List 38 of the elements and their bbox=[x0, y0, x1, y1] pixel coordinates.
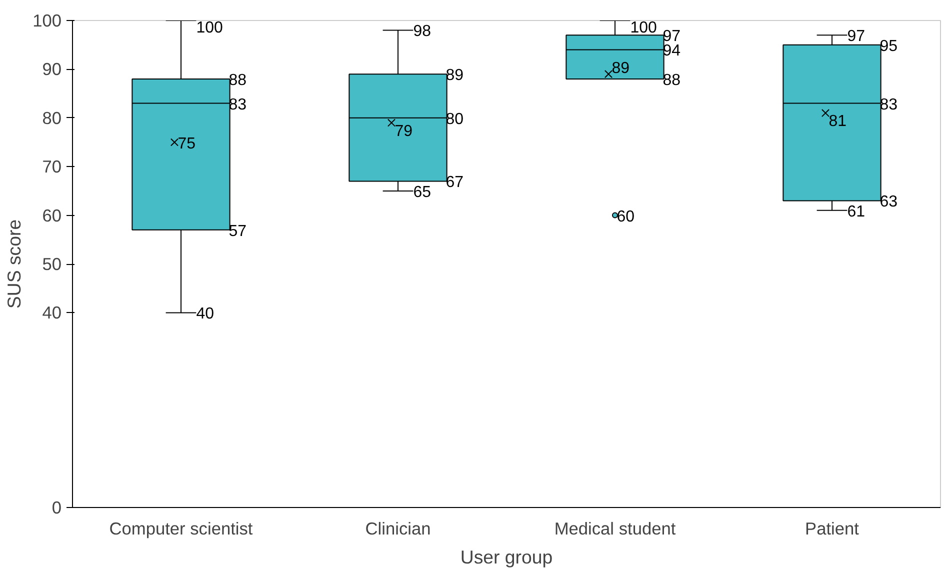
annotation: 97 bbox=[662, 28, 681, 46]
y-axis-title: SUS score bbox=[4, 219, 25, 309]
y-tick-label: 70 bbox=[42, 156, 62, 177]
point bbox=[387, 118, 396, 127]
annotation: 81 bbox=[828, 113, 847, 130]
annotation: 100 bbox=[196, 20, 223, 36]
annotation: 89 bbox=[446, 67, 464, 84]
point bbox=[821, 108, 830, 118]
y-tick-label: 80 bbox=[42, 108, 62, 128]
annotation: 88 bbox=[228, 72, 247, 89]
annotation: 61 bbox=[847, 203, 866, 220]
annotation: 65 bbox=[413, 184, 432, 201]
annotation: 63 bbox=[880, 194, 898, 211]
annotation: 57 bbox=[228, 222, 247, 240]
point bbox=[170, 138, 179, 146]
annotation: 100 bbox=[630, 20, 657, 36]
annotation: 60 bbox=[616, 208, 635, 226]
y-tick-label: 60 bbox=[42, 205, 62, 226]
annotation: 75 bbox=[178, 135, 196, 152]
x-axis-title: User group bbox=[460, 546, 553, 568]
x-tick-label: Medical student bbox=[554, 518, 676, 538]
point bbox=[604, 70, 613, 78]
annotation: 97 bbox=[847, 28, 866, 46]
y-tick-label: 50 bbox=[42, 254, 62, 274]
annotation: 88 bbox=[662, 72, 681, 89]
y-tick-label: 100 bbox=[32, 10, 62, 30]
annotation: 79 bbox=[394, 122, 413, 140]
y-tick-label: 90 bbox=[42, 59, 62, 80]
y-tick-label: 40 bbox=[42, 302, 62, 323]
x-tick-label: Clinician bbox=[365, 518, 431, 538]
annotation: 67 bbox=[446, 174, 464, 192]
x-tick-label: Computer scientist bbox=[109, 518, 253, 538]
x-tick-label: Patient bbox=[805, 518, 860, 538]
annotation: 95 bbox=[880, 38, 898, 55]
annotation: 89 bbox=[612, 60, 630, 78]
annotation: 98 bbox=[413, 23, 432, 40]
annotation: 40 bbox=[196, 306, 214, 323]
y-tick-label: 0 bbox=[52, 498, 62, 518]
